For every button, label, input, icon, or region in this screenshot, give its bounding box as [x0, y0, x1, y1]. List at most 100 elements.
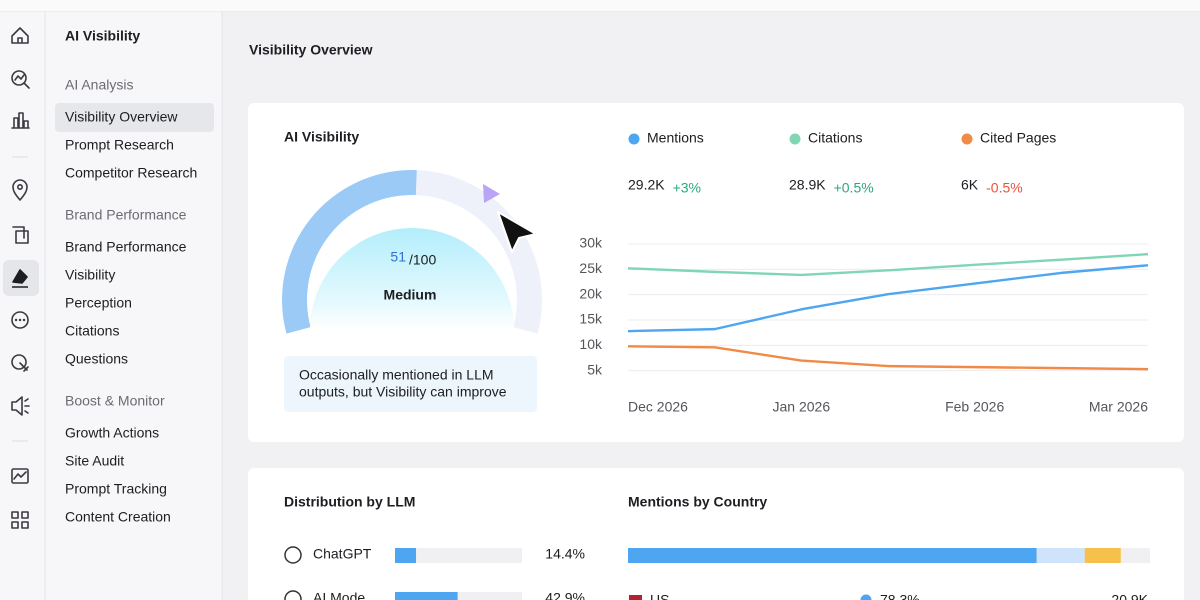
series-line: [627, 252, 1149, 277]
home-icon[interactable]: [11, 27, 29, 44]
card-title: Mentions by Country: [628, 494, 767, 510]
nav-section-heading: AI Analysis: [65, 77, 133, 93]
metric-change: -0.5%: [986, 180, 1023, 196]
nav-item[interactable]: Prompt Tracking: [65, 481, 167, 497]
bar: [395, 592, 458, 600]
line-chart: 5k 10k 15k 20k 25k 30k Dec 2026 Jan 2026 Feb 202…: [579, 235, 1148, 415]
series-line: [627, 345, 1149, 371]
nav-item-active-bg: [55, 103, 214, 132]
nav-item[interactable]: Perception: [65, 295, 132, 311]
chat-icon[interactable]: [11, 311, 29, 329]
nav-item[interactable]: Content Creation: [65, 509, 171, 525]
metric-value: 29.2K: [628, 177, 665, 193]
icon-rail: [3, 27, 39, 529]
sidebar-nav: AI Analysis Visibility Overview Prompt Res…: [55, 77, 214, 525]
cursor-icon: [497, 211, 537, 253]
sidebar-bg: [0, 0, 222, 600]
note-line: Occasionally mentioned in LLM: [299, 367, 494, 383]
nav-item[interactable]: Prompt Research: [65, 137, 174, 153]
metric-change: +3%: [673, 180, 701, 196]
country-distribution: US 78.3% 20.9K: [628, 548, 1150, 600]
x-tick-label: Feb 2026: [945, 399, 1004, 415]
legend-label: Cited Pages: [980, 130, 1056, 146]
series-line: [627, 264, 1149, 333]
nav-section-heading: Brand Performance: [65, 207, 187, 223]
gauge-pointer: [483, 184, 500, 203]
ai-icon[interactable]: [12, 269, 28, 288]
trend-icon-line: [13, 471, 27, 480]
gauge-level: Medium: [384, 287, 437, 303]
gauge-fill: [282, 170, 417, 334]
llm-name: AI Mode: [313, 590, 365, 600]
sidebar-title: AI Visibility: [65, 28, 140, 44]
y-tick-label: 5k: [587, 361, 603, 377]
pages-icon[interactable]: [12, 226, 29, 244]
legend-dot: [961, 133, 973, 145]
country-share: 78.3%: [880, 592, 920, 600]
y-tick-label: 10k: [579, 336, 603, 352]
bar: [395, 548, 417, 563]
nav-item[interactable]: Brand Performance: [65, 239, 187, 255]
bar-value-label: 42.9%: [545, 590, 585, 600]
bar-segment: [1036, 548, 1085, 563]
bar-segment: [628, 548, 1037, 563]
bar-segment: [1084, 548, 1121, 563]
location-icon[interactable]: [12, 179, 28, 201]
y-tick-label: 15k: [579, 311, 603, 327]
metric-value: 28.9K: [789, 177, 826, 193]
country-dot: [860, 594, 872, 600]
page-title: Visibility Overview: [249, 42, 373, 58]
top-strip: [0, 0, 1200, 11]
boost-icon[interactable]: [11, 396, 30, 416]
metric-change: +0.5%: [834, 180, 874, 196]
nav-item[interactable]: Site Audit: [65, 453, 124, 469]
card-title: Distribution by LLM: [284, 494, 415, 510]
bar-value-label: 14.4%: [545, 546, 585, 562]
metrics: Mentions 29.2K +3% Citations 28.9K +0.5% Cited…: [628, 130, 1056, 196]
trend-icon[interactable]: [11, 468, 29, 484]
target-icon[interactable]: [11, 354, 27, 370]
nav-item[interactable]: Visibility: [65, 267, 115, 283]
nav-item[interactable]: Growth Actions: [65, 425, 159, 441]
y-tick-label: 30k: [579, 235, 603, 251]
gauge-score: 51: [390, 249, 406, 265]
location-icon-dot: [16, 184, 23, 191]
x-tick-label: Mar 2026: [1089, 399, 1148, 415]
target-icon-arrow: [19, 362, 29, 372]
grid-icon[interactable]: [11, 511, 29, 529]
gauge: 51/100 Medium: [282, 170, 543, 334]
y-tick-label: 20k: [579, 285, 603, 301]
x-tick-label: Dec 2026: [628, 399, 688, 415]
nav-item[interactable]: Visibility Overview: [65, 109, 178, 125]
distribution-card: [248, 468, 1184, 600]
country-name: US: [650, 592, 669, 600]
note-line: outputs, but Visibility can improve: [299, 384, 507, 400]
llm-distribution: ChatGPT 14.4% AI Mode 42.9%: [284, 546, 585, 600]
llm-icon: [284, 590, 302, 600]
legend-dot: [628, 133, 640, 145]
legend-label: Citations: [808, 130, 862, 146]
legend-label: Mentions: [647, 130, 704, 146]
nav-item[interactable]: Competitor Research: [65, 165, 197, 181]
legend-dot: [789, 133, 801, 145]
country-mentions: 20.9K: [1111, 592, 1148, 600]
chart-icon[interactable]: [11, 112, 30, 129]
flag-icon: [629, 595, 642, 600]
llm-icon: [284, 546, 302, 564]
llm-name: ChatGPT: [313, 546, 372, 562]
x-tick-label: Jan 2026: [773, 399, 831, 415]
card-title: AI Visibility: [284, 129, 359, 145]
y-tick-label: 25k: [579, 260, 603, 276]
nav-section-heading: Boost & Monitor: [65, 393, 165, 409]
nav-item[interactable]: Questions: [65, 351, 128, 367]
analytics-icon-detail: [14, 74, 30, 89]
bar-track: [395, 592, 522, 600]
metric-value: 6K: [961, 177, 979, 193]
analytics-icon[interactable]: [11, 70, 27, 86]
bar-track: [395, 548, 522, 563]
nav-item[interactable]: Citations: [65, 323, 119, 339]
note-box: [284, 356, 537, 412]
gauge-max: /100: [409, 252, 436, 268]
